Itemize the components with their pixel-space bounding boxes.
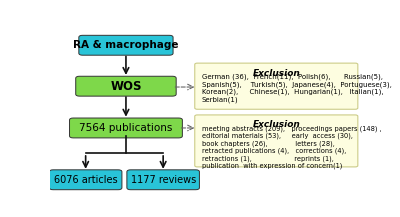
FancyBboxPatch shape bbox=[127, 170, 200, 190]
Text: 1177 reviews: 1177 reviews bbox=[130, 175, 196, 185]
Text: German (36),  French(11),  Polish(6),      Russian(5),
Spanish(5),    Turkish(5): German (36), French(11), Polish(6), Russ… bbox=[202, 74, 392, 103]
FancyBboxPatch shape bbox=[195, 63, 358, 109]
FancyBboxPatch shape bbox=[195, 115, 358, 167]
Text: 7564 publications: 7564 publications bbox=[79, 123, 173, 133]
Text: 6076 articles: 6076 articles bbox=[54, 175, 118, 185]
FancyBboxPatch shape bbox=[70, 118, 182, 138]
FancyBboxPatch shape bbox=[49, 170, 122, 190]
Text: Exclusion: Exclusion bbox=[252, 69, 300, 78]
FancyBboxPatch shape bbox=[79, 35, 173, 55]
Text: RA & macrophage: RA & macrophage bbox=[73, 40, 179, 50]
Text: Exclusion: Exclusion bbox=[252, 120, 300, 130]
FancyBboxPatch shape bbox=[76, 76, 176, 96]
Text: WOS: WOS bbox=[110, 80, 142, 93]
Text: meeting abstracts (209),   proceedings papers (148) ,
editorial materials (53), : meeting abstracts (209), proceedings pap… bbox=[202, 125, 382, 169]
